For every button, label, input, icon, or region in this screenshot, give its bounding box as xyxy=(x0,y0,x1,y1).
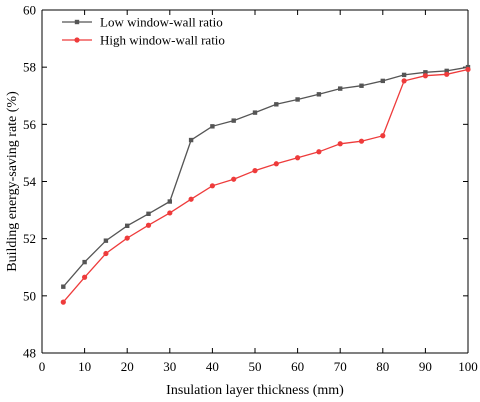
x-tick-label: 100 xyxy=(458,359,478,374)
x-tick-label: 90 xyxy=(419,359,432,374)
data-point xyxy=(188,137,194,143)
data-point xyxy=(60,299,66,305)
data-point xyxy=(422,73,428,79)
legend-item-low: Low window-wall ratio xyxy=(62,15,223,30)
series-low xyxy=(61,64,471,289)
data-point xyxy=(103,250,109,257)
data-point xyxy=(188,196,194,202)
data-point xyxy=(167,199,172,204)
data-point xyxy=(465,66,471,73)
data-point xyxy=(167,210,173,216)
x-tick-label: 60 xyxy=(291,359,304,374)
x-axis-title: Insulation layer thickness (mm) xyxy=(166,383,344,398)
data-point xyxy=(145,222,152,228)
legend-marker-high xyxy=(74,37,80,43)
y-tick-label: 50 xyxy=(23,288,36,303)
x-axis-ticks: 0 10 20 30 40 50 60 70 80 90 100 xyxy=(39,10,478,374)
data-point xyxy=(423,70,428,75)
legend-label-high: High window-wall ratio xyxy=(100,33,225,48)
x-tick-label: 20 xyxy=(121,359,134,374)
x-tick-label: 0 xyxy=(39,359,46,374)
y-tick-label: 52 xyxy=(23,231,36,246)
legend: Low window-wall ratio High window-wall r… xyxy=(62,15,225,48)
data-point xyxy=(338,86,343,91)
data-point xyxy=(295,155,301,161)
data-point xyxy=(209,183,215,189)
data-point xyxy=(82,259,87,265)
y-tick-label: 60 xyxy=(23,3,36,18)
x-tick-label: 30 xyxy=(163,359,176,374)
data-point xyxy=(252,168,258,174)
y-tick-label: 54 xyxy=(23,174,37,189)
series-layer xyxy=(60,64,471,305)
x-tick-label: 70 xyxy=(334,359,347,374)
y-axis-ticks: 48 50 52 54 56 58 60 xyxy=(23,3,468,361)
series-line xyxy=(62,68,469,303)
x-tick-label: 10 xyxy=(78,359,91,374)
data-point xyxy=(295,97,300,102)
legend-item-high: High window-wall ratio xyxy=(62,33,225,48)
data-point xyxy=(61,284,66,289)
data-point xyxy=(359,83,364,88)
data-point xyxy=(146,211,151,216)
data-point xyxy=(82,274,88,280)
data-point xyxy=(316,149,322,155)
y-axis-title: Building energy-saving rate (%) xyxy=(5,91,20,272)
data-point xyxy=(444,71,450,77)
data-point xyxy=(401,78,407,84)
legend-marker-low xyxy=(74,19,80,25)
data-point xyxy=(380,78,385,84)
x-tick-label: 80 xyxy=(376,359,389,374)
data-point xyxy=(210,124,215,129)
data-point xyxy=(316,92,322,97)
data-point xyxy=(124,235,130,241)
data-point xyxy=(337,141,343,147)
x-tick-label: 50 xyxy=(249,359,262,374)
data-point xyxy=(125,223,130,229)
legend-label-low: Low window-wall ratio xyxy=(100,15,223,30)
data-point xyxy=(444,68,449,74)
data-point xyxy=(103,238,109,243)
plot-frame xyxy=(41,9,469,354)
data-point xyxy=(358,138,365,144)
y-tick-label: 58 xyxy=(23,60,36,75)
data-point xyxy=(273,161,279,167)
data-point xyxy=(401,72,407,78)
data-point xyxy=(380,133,386,139)
data-point xyxy=(231,118,236,123)
x-tick-label: 40 xyxy=(206,359,219,374)
series-high xyxy=(60,66,471,305)
y-tick-label: 48 xyxy=(23,346,36,361)
y-tick-label: 56 xyxy=(23,117,37,132)
data-point xyxy=(252,110,258,115)
series-line xyxy=(62,66,469,288)
data-point xyxy=(274,102,279,107)
data-point xyxy=(231,176,237,182)
